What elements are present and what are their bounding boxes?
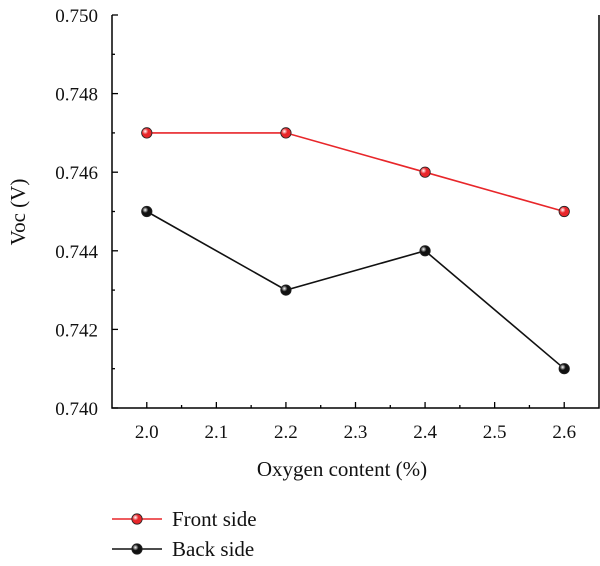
data-point: [280, 127, 292, 139]
y-tick-label: 0.740: [55, 399, 98, 420]
x-tick-label: 2.5: [483, 422, 507, 443]
legend: Front side Back side: [112, 507, 257, 561]
x-tick-label: 2.6: [552, 422, 576, 443]
data-point: [141, 205, 153, 218]
series-line-front-side: [146, 132, 565, 213]
series-line-back-side: [146, 210, 565, 370]
axes: [111, 15, 600, 409]
x-axis-title: Oxygen content (%): [257, 457, 427, 481]
data-point: [141, 127, 153, 139]
y-tick-label: 0.744: [55, 242, 98, 263]
data-point: [419, 166, 431, 178]
legend-label: Front side: [172, 507, 257, 531]
legend-marker: [131, 513, 143, 525]
data-point: [558, 363, 570, 375]
x-tick-label: 2.0: [135, 422, 159, 443]
axis-ticks: 2.0 2.1 2.2 2.3 2.4 2.5 2.6 0.740 0.742 0.744 0.74…: [55, 6, 576, 443]
y-tick-label: 0.746: [55, 163, 98, 184]
y-axis-title: Voc (V): [6, 179, 30, 246]
x-tick-label: 2.3: [344, 422, 368, 443]
x-tick-label: 2.4: [413, 422, 437, 443]
x-tick-label: 2.2: [274, 422, 298, 443]
y-tick-label: 0.742: [55, 320, 98, 341]
data-series: [141, 127, 570, 375]
y-tick-label: 0.750: [55, 6, 98, 27]
data-point: [419, 245, 431, 257]
legend-label: Back side: [172, 537, 254, 561]
legend-marker: [131, 543, 143, 555]
data-point: [558, 205, 570, 218]
y-tick-label: 0.748: [55, 85, 98, 106]
data-point: [280, 284, 292, 296]
plot-frame: [111, 15, 600, 409]
x-tick-label: 2.1: [204, 422, 228, 443]
